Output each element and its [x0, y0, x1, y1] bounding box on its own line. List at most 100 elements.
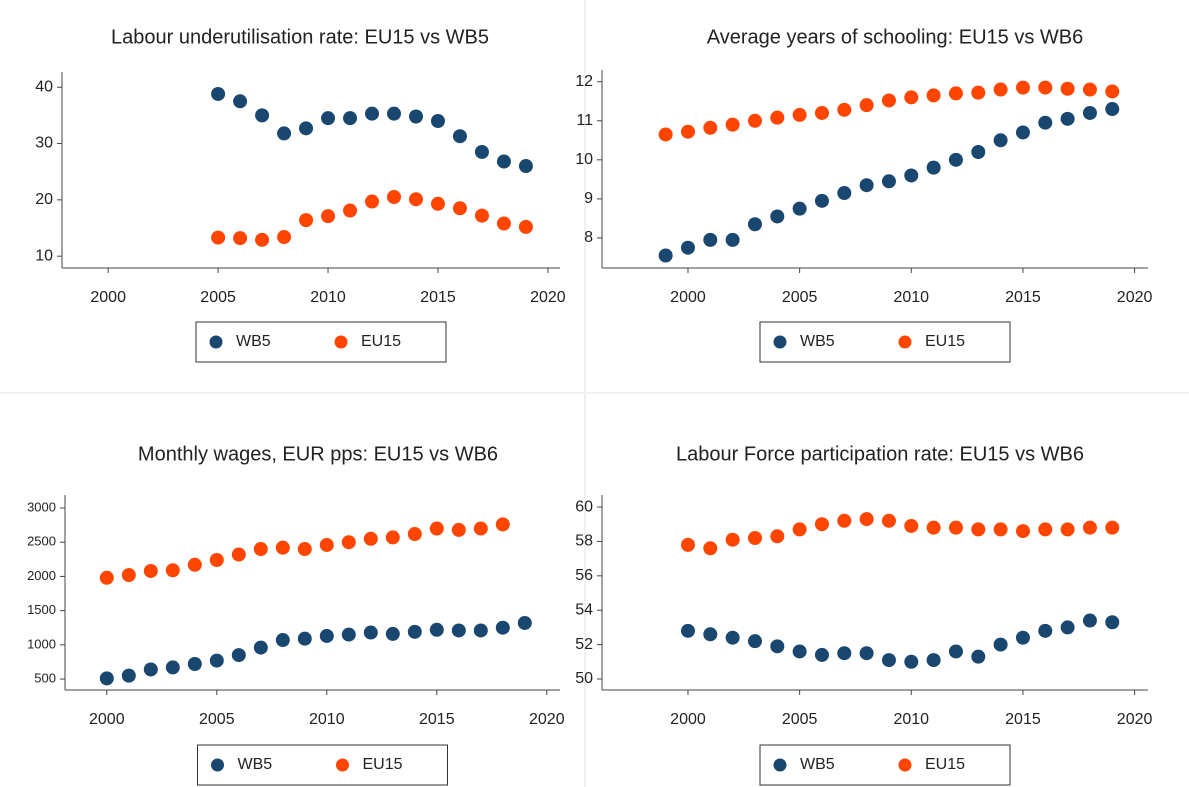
- legend-label: EU15: [363, 756, 403, 773]
- point: [429, 521, 444, 536]
- x-tick-label: 2000: [670, 711, 706, 728]
- point: [473, 521, 488, 536]
- point: [926, 520, 941, 535]
- point: [1105, 84, 1120, 99]
- x-tick-label: 2020: [1117, 711, 1153, 728]
- x-tick-label: 2010: [893, 289, 929, 306]
- panel: Labour underutilisation rate: EU15 vs WB…: [35, 26, 566, 363]
- point: [904, 518, 919, 533]
- point: [343, 111, 358, 126]
- x-tick-label: 2005: [782, 711, 818, 728]
- point: [496, 154, 511, 169]
- point: [770, 209, 785, 224]
- point: [408, 109, 423, 124]
- point: [1105, 615, 1120, 630]
- point: [904, 168, 919, 183]
- point: [495, 620, 510, 635]
- point: [881, 653, 896, 668]
- point: [321, 209, 336, 224]
- point: [495, 517, 510, 532]
- point: [680, 623, 695, 638]
- point: [387, 190, 401, 205]
- point: [770, 529, 785, 544]
- point: [703, 541, 718, 556]
- x-tick-label: 2015: [419, 711, 455, 728]
- point: [297, 542, 312, 557]
- point: [319, 537, 334, 552]
- x-tick-label: 2020: [529, 711, 565, 728]
- point: [452, 201, 467, 216]
- point: [993, 82, 1008, 97]
- legend-swatch: [209, 335, 223, 349]
- point: [725, 117, 740, 132]
- point: [725, 532, 740, 547]
- point: [385, 626, 400, 641]
- y-tick-label: 50: [575, 670, 593, 687]
- y-tick-label: 8: [584, 229, 593, 246]
- point: [747, 530, 762, 545]
- point: [881, 93, 896, 108]
- point: [341, 627, 356, 642]
- legend-swatch: [773, 758, 787, 772]
- point: [926, 88, 941, 103]
- point: [407, 624, 422, 639]
- x-tick-label: 2005: [782, 289, 818, 306]
- point: [233, 94, 248, 109]
- point: [1060, 81, 1075, 96]
- point: [859, 646, 874, 661]
- legend-swatch: [336, 758, 349, 772]
- point: [408, 192, 423, 207]
- x-tick-label: 2000: [89, 711, 125, 728]
- point: [518, 219, 533, 234]
- point: [1105, 520, 1120, 535]
- point: [297, 631, 312, 646]
- point: [792, 107, 807, 122]
- point: [299, 213, 314, 228]
- y-tick-label: 2500: [27, 534, 56, 549]
- chart-title: Labour Force participation rate: EU15 vs…: [676, 443, 1084, 465]
- x-tick-label: 2010: [309, 711, 345, 728]
- point: [1038, 80, 1053, 95]
- point: [993, 637, 1008, 652]
- point: [837, 102, 852, 117]
- legend-label: WB5: [800, 756, 835, 773]
- legend-label: WB5: [238, 756, 273, 773]
- point: [881, 513, 896, 528]
- y-tick-label: 58: [575, 533, 593, 550]
- point: [926, 653, 941, 668]
- point: [1082, 105, 1097, 120]
- point: [1060, 522, 1075, 537]
- point: [814, 193, 829, 208]
- point: [277, 230, 292, 245]
- point: [231, 648, 246, 663]
- point: [430, 196, 445, 211]
- point: [407, 527, 422, 541]
- point: [99, 671, 114, 686]
- point: [253, 542, 268, 557]
- point: [363, 531, 378, 546]
- y-tick-label: 40: [35, 78, 53, 95]
- y-tick-label: 30: [35, 135, 53, 152]
- point: [209, 553, 224, 567]
- x-tick-label: 2015: [1005, 289, 1041, 306]
- x-tick-label: 2020: [530, 289, 566, 306]
- point: [837, 513, 852, 528]
- chart-title: Monthly wages, EUR pps: EU15 vs WB6: [138, 443, 498, 465]
- point: [658, 248, 673, 263]
- point: [859, 178, 874, 193]
- point: [341, 535, 356, 550]
- point: [255, 108, 270, 123]
- point: [121, 568, 136, 583]
- point: [1038, 522, 1053, 537]
- legend-label: WB5: [800, 333, 835, 350]
- y-tick-label: 60: [575, 498, 593, 515]
- y-tick-label: 3000: [27, 499, 56, 514]
- point: [971, 85, 986, 100]
- point: [680, 124, 695, 139]
- point: [1105, 102, 1120, 117]
- point: [1015, 630, 1030, 645]
- point: [725, 630, 740, 645]
- point: [881, 174, 896, 189]
- panel: Average years of schooling: EU15 vs WB6 8…: [575, 26, 1152, 363]
